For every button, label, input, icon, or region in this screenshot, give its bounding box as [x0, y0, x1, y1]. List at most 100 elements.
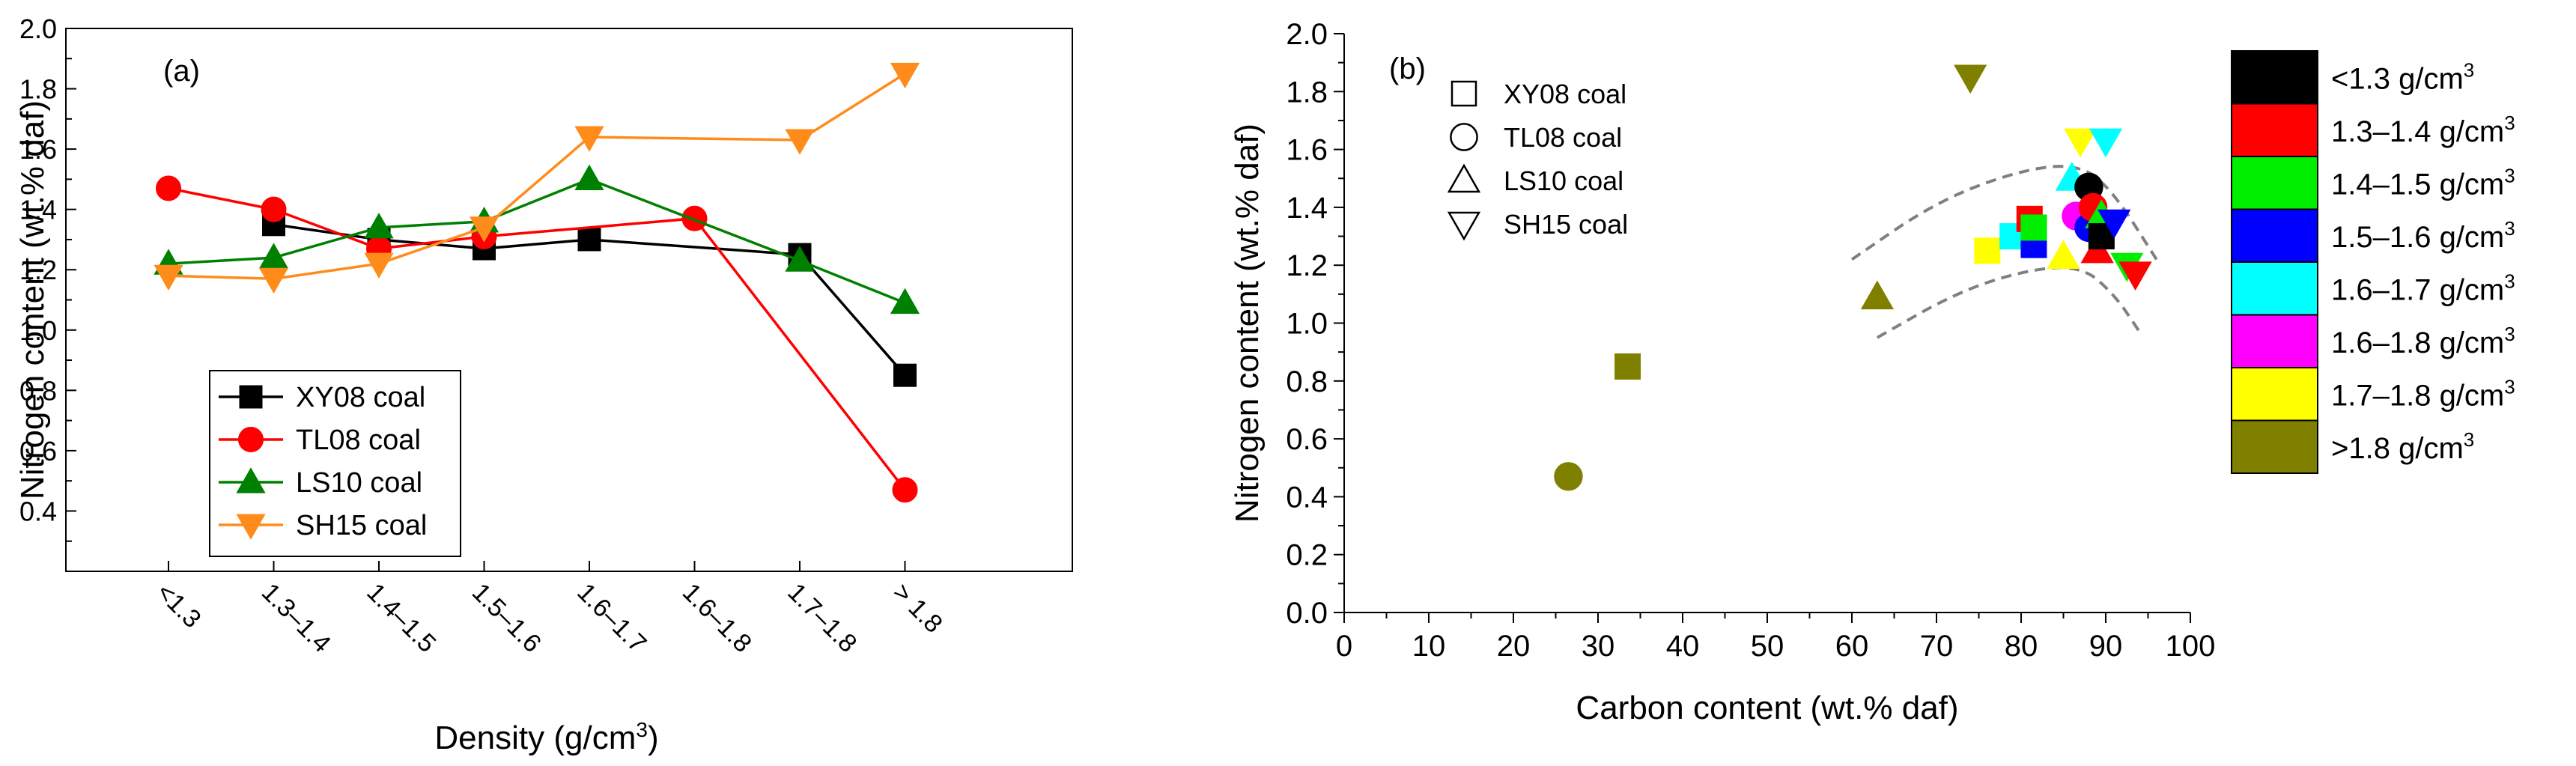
panel-b-marker-legend-label: XY08 coal — [1504, 79, 1626, 109]
panel-a-data-point — [364, 252, 394, 279]
panel-a-y-tick-label: 2.0 — [19, 13, 57, 44]
panel-a-legend-marker — [236, 514, 266, 540]
chart-panel-b: (b) Carbon content (wt.% daf) Nitrogen c… — [1229, 18, 2515, 726]
panel-b-data-point — [2047, 240, 2080, 270]
panel-b-envelope-upper — [1850, 165, 2158, 261]
panel-b-x-tick-label: 0 — [1336, 630, 1352, 663]
panel-b-x-tick-label: 60 — [1835, 630, 1869, 663]
panel-b-x-tick-label: 50 — [1751, 630, 1784, 663]
panel-a-data-point — [890, 62, 920, 89]
panel-b-y-tick-label: 2.0 — [1286, 18, 1328, 51]
panel-a-y-tick-label: 1.6 — [19, 134, 57, 165]
panel-b-color-legend-swatch — [2231, 50, 2318, 105]
panel-a-legend-marker — [239, 385, 263, 409]
panel-b-y-tick-label: 0.2 — [1286, 539, 1328, 572]
panel-a-x-tick-label: > 1.8 — [887, 578, 948, 639]
panel-a-label: (a) — [163, 55, 200, 88]
panel-b-y-tick-label: 0.4 — [1286, 481, 1328, 514]
panel-b-color-legend-swatch — [2231, 419, 2318, 474]
panel-b-color-legend-label: <1.3 g/cm3 — [2331, 58, 2474, 95]
panel-b-data-point — [2097, 209, 2131, 239]
panel-b-color-legend-label: 1.6–1.8 g/cm3 — [2331, 323, 2515, 359]
panel-a-x-axis-label: Density (g/cm3) — [434, 718, 658, 756]
panel-b-color-legend-label: 1.5–1.6 g/cm3 — [2331, 217, 2515, 254]
panel-a-legend-label: TL08 coal — [296, 425, 421, 456]
panel-b-color-legend-swatch — [2231, 261, 2318, 316]
panel-b-data-point — [2020, 214, 2047, 241]
panel-a-data-point — [577, 228, 601, 252]
panel-a-legend-marker — [238, 427, 264, 452]
panel-a-legend-marker — [236, 467, 266, 493]
panel-a-data-point — [785, 246, 815, 272]
panel-b-y-tick-label: 1.4 — [1286, 192, 1328, 225]
panel-a-data-point — [890, 288, 920, 314]
panel-b-x-tick-label: 20 — [1497, 630, 1531, 663]
panel-a-x-tick-label: 1.5–1.6 — [467, 578, 547, 658]
panel-a-x-tick-label: 1.3–1.4 — [256, 578, 336, 658]
panel-a-y-tick-label: 0.8 — [19, 375, 57, 406]
panel-a-y-tick-label: 1.0 — [19, 315, 57, 346]
panel-a-data-point — [261, 196, 287, 222]
panel-a-data-point — [574, 164, 604, 190]
panel-a-data-point — [156, 175, 181, 201]
panel-b-color-legend-swatch — [2231, 314, 2318, 368]
panel-b-x-tick-label: 10 — [1412, 630, 1446, 663]
panel-a-series-line — [168, 186, 906, 491]
panel-b-data-point — [1954, 64, 1987, 94]
panel-a-data-point — [574, 126, 604, 152]
panel-a-y-tick-label: 1.4 — [19, 195, 57, 225]
panel-a-data-point — [258, 267, 289, 294]
panel-a-data-point — [154, 264, 183, 291]
panel-b-x-tick-label: 100 — [2166, 630, 2216, 663]
panel-b-color-legend-swatch — [2231, 156, 2318, 210]
panel-b-color-legend-swatch — [2231, 208, 2318, 263]
panel-b-data-point — [1614, 353, 1641, 380]
panel-a-y-tick-label: 1.2 — [19, 255, 57, 285]
panel-b-y-tick-label: 1.0 — [1286, 308, 1328, 341]
panel-b-color-legend-label: >1.8 g/cm3 — [2331, 428, 2474, 465]
panel-b-color-legend-swatch — [2231, 367, 2318, 422]
panel-b-data-point — [1974, 237, 2001, 264]
panel-b-envelope-lower — [1876, 266, 2141, 339]
panel-a-y-tick-label: 0.4 — [19, 496, 57, 526]
panel-b-marker-legend-symbol — [1450, 123, 1478, 151]
panel-a-legend-label: SH15 coal — [296, 510, 427, 541]
panel-b-data-point — [1554, 462, 1583, 491]
panel-b-x-axis-label: Carbon content (wt.% daf) — [1576, 690, 1958, 726]
panel-a-x-tick-label: <1.3 — [151, 578, 206, 633]
panel-b-marker-legend-label: SH15 coal — [1504, 209, 1628, 240]
panel-a-legend-label: LS10 coal — [296, 467, 422, 499]
panel-b-data-point — [2089, 128, 2123, 158]
panel-a-data-point — [364, 213, 394, 239]
panel-a-data-point — [469, 216, 499, 243]
panel-b-marker-legend-label: LS10 coal — [1504, 165, 1623, 196]
chart-panel-a: (a) Density (g/cm3) Nitrogen content (wt… — [14, 13, 1073, 756]
panel-a-data-point — [681, 205, 708, 231]
panel-a-x-tick-label: 1.6–1.7 — [571, 578, 651, 658]
panel-b-marker-legend-label: TL08 coal — [1504, 122, 1622, 153]
panel-b-color-legend-label: 1.7–1.8 g/cm3 — [2331, 375, 2515, 412]
panel-b-y-tick-label: 0.0 — [1286, 597, 1328, 630]
panel-a-x-tick-label: 1.4–1.5 — [361, 578, 441, 658]
panel-b-color-legend-swatch — [2231, 103, 2318, 157]
panel-b-x-tick-label: 40 — [1666, 630, 1700, 663]
panel-b-color-legend-label: 1.4–1.5 g/cm3 — [2331, 164, 2515, 201]
panel-b-x-tick-label: 80 — [2005, 630, 2038, 663]
panel-b-color-legend-label: 1.3–1.4 g/cm3 — [2331, 112, 2515, 148]
panel-b-y-tick-label: 1.2 — [1286, 249, 1328, 282]
panel-a-data-point — [893, 363, 917, 387]
panel-a-y-tick-label: 1.8 — [19, 74, 57, 105]
panel-b-data-point — [1860, 280, 1895, 310]
panel-b-marker-legend-symbol — [1447, 211, 1481, 241]
panel-a-x-tick-label: 1.6–1.8 — [677, 578, 757, 658]
panel-a-y-tick-label: 0.6 — [19, 436, 57, 466]
panel-a-y-axis-label: Nitrogen content (wt.% daf) — [14, 100, 51, 499]
panel-b-data-point — [2118, 261, 2152, 291]
panel-a-series-line — [273, 223, 906, 377]
panel-b-x-tick-label: 70 — [1920, 630, 1954, 663]
panel-b-y-tick-label: 0.8 — [1286, 365, 1328, 398]
panel-a-x-tick-label: 1.7–1.8 — [782, 578, 862, 658]
panel-b-marker-legend-symbol — [1447, 163, 1481, 193]
panel-b-y-tick-label: 1.8 — [1286, 76, 1328, 109]
